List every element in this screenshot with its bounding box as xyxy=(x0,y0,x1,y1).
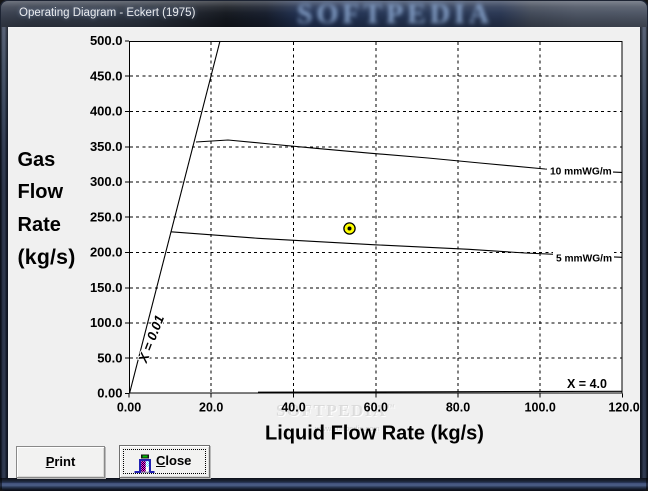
svg-text:Liquid Flow Rate (kg/s): Liquid Flow Rate (kg/s) xyxy=(265,423,484,445)
svg-text:(kg/s): (kg/s) xyxy=(18,245,76,269)
svg-text:60.0: 60.0 xyxy=(364,401,388,415)
svg-text:100.0: 100.0 xyxy=(90,315,123,330)
svg-text:20.0: 20.0 xyxy=(199,401,223,415)
svg-text:200.0: 200.0 xyxy=(90,245,123,260)
svg-text:500.0: 500.0 xyxy=(90,33,123,48)
svg-text:Gas: Gas xyxy=(18,149,56,171)
svg-text:100.0: 100.0 xyxy=(525,401,556,415)
svg-text:10 mmWG/m: 10 mmWG/m xyxy=(550,167,612,178)
svg-text:50.0: 50.0 xyxy=(97,350,122,365)
svg-text:X = 4.0: X = 4.0 xyxy=(567,377,607,391)
svg-text:350.0: 350.0 xyxy=(90,139,123,154)
svg-text:250.0: 250.0 xyxy=(90,209,123,224)
svg-text:450.0: 450.0 xyxy=(90,69,123,84)
svg-text:300.0: 300.0 xyxy=(90,174,123,189)
svg-text:Flow: Flow xyxy=(18,181,64,203)
svg-text:150.0: 150.0 xyxy=(90,280,123,295)
svg-text:80.0: 80.0 xyxy=(446,401,470,415)
svg-text:40.0: 40.0 xyxy=(281,401,305,415)
svg-text:5 mmWG/m: 5 mmWG/m xyxy=(556,254,612,265)
svg-text:0.00: 0.00 xyxy=(117,401,141,415)
svg-text:0.00: 0.00 xyxy=(97,386,122,401)
svg-text:120.0: 120.0 xyxy=(608,401,639,415)
svg-text:Rate: Rate xyxy=(18,214,61,236)
svg-text:400.0: 400.0 xyxy=(90,104,123,119)
